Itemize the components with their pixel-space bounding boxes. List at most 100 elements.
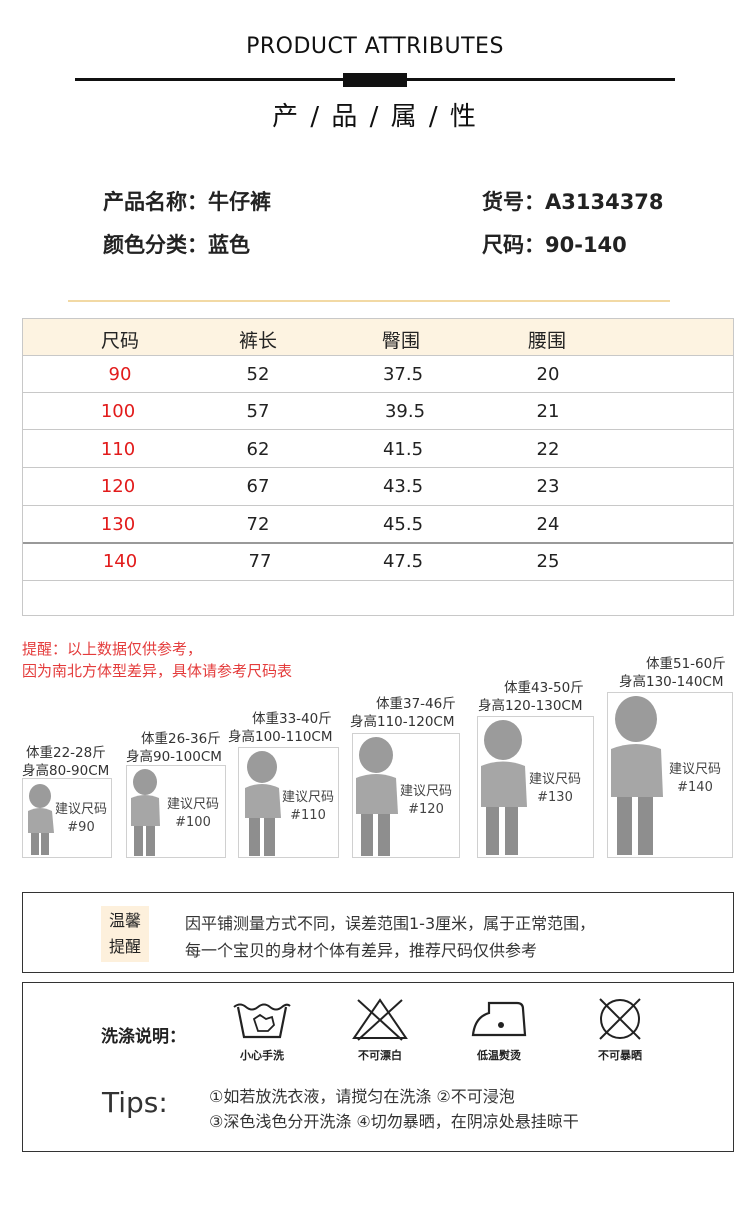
header-waist: 腰围	[527, 330, 566, 352]
size-table: 尺码 裤长 臀围 腰围 90 52 37.5 20 100 57 39.5 21…	[22, 318, 734, 616]
cell-hip: 45.5	[382, 514, 424, 535]
cell-waist: 24	[536, 514, 560, 535]
hand-wash-label: 小心手洗	[240, 1049, 284, 1062]
row-divider	[23, 505, 733, 506]
row-divider	[23, 542, 733, 544]
kid-rec-size: #130	[537, 790, 573, 805]
kid-rec-size: #90	[67, 820, 95, 835]
kid-silhouette-icon	[245, 751, 281, 856]
reminder-line-2: 因为南北方体型差异，具体请参考尺码表	[22, 662, 293, 680]
kid-weight: 体重33-40斤	[252, 711, 332, 727]
kid-size-box: 建议尺码 #120	[352, 733, 460, 858]
cell-hip: 39.5	[384, 401, 426, 422]
kid-rec-label: 建议尺码	[399, 784, 452, 799]
kid-silhouette-icon	[481, 720, 527, 855]
cell-waist: 23	[536, 476, 560, 497]
attr-size: 尺码：90-140	[482, 233, 627, 257]
kid-rec-size: #140	[677, 780, 713, 795]
cell-waist: 22	[536, 439, 560, 460]
kid-size-box: 建议尺码 #140	[607, 692, 733, 858]
tips-label: Tips:	[102, 1086, 168, 1119]
warm-tip-tag: 温馨 提醒	[101, 906, 149, 962]
cell-length: 67	[246, 476, 270, 497]
cell-size: 130	[100, 514, 136, 535]
cell-size: 100	[100, 401, 136, 422]
cell-waist: 21	[536, 401, 560, 422]
cell-length: 57	[246, 401, 270, 422]
no-bleach-label: 不可漂白	[358, 1049, 402, 1062]
attr-color: 颜色分类：蓝色	[103, 233, 250, 257]
cell-size: 120	[100, 476, 136, 497]
kid-silhouette-icon	[28, 784, 54, 855]
kid-rec-label: 建议尺码	[54, 802, 107, 817]
title-english: PRODUCT ATTRIBUTES	[246, 34, 504, 59]
no-sun-dry-label: 不可暴晒	[598, 1049, 642, 1062]
cell-hip: 37.5	[382, 364, 424, 385]
cell-size: 90	[108, 364, 132, 385]
row-divider	[23, 467, 733, 468]
kid-height: 身高120-130CM	[478, 698, 583, 714]
warm-tip-box: 温馨 提醒 因平铺测量方式不同，误差范围1-3厘米，属于正常范围， 每一个宝贝的…	[22, 892, 734, 973]
low-iron-label: 低温熨烫	[477, 1049, 521, 1062]
row-divider	[23, 392, 733, 393]
cell-length: 52	[246, 364, 270, 385]
cell-waist: 20	[536, 364, 560, 385]
low-iron-icon	[471, 1001, 527, 1037]
kid-height: 身高130-140CM	[619, 674, 724, 690]
no-sun-dry-icon	[599, 998, 641, 1040]
cell-waist: 25	[536, 551, 560, 572]
header-size: 尺码	[100, 330, 139, 352]
cell-length: 77	[248, 551, 272, 572]
kid-weight: 体重37-46斤	[376, 696, 456, 712]
kid-weight: 体重22-28斤	[26, 745, 106, 761]
reminder-line-1: 提醒：以上数据仅供参考，	[22, 640, 203, 658]
hand-wash-icon	[233, 1003, 291, 1039]
title-chinese: 产 / 品 / 属 / 性	[272, 102, 478, 132]
wash-label: 洗涤说明：	[101, 1027, 186, 1047]
kid-height: 身高90-100CM	[126, 749, 222, 765]
warm-tip-text-2: 每一个宝贝的身材个体有差异，推荐尺码仅供参考	[185, 941, 538, 960]
attr-sku: 货号：A3134378	[482, 190, 664, 214]
cell-hip: 47.5	[382, 551, 424, 572]
cell-length: 72	[246, 514, 270, 535]
kid-rec-label: 建议尺码	[528, 772, 581, 787]
attr-product-name: 产品名称：牛仔裤	[103, 190, 271, 214]
kid-size-box: 建议尺码 #130	[477, 716, 594, 858]
header-length: 裤长	[238, 330, 277, 352]
table-header	[23, 319, 733, 355]
tips-line-2: ③深色浅色分开洗涤 ④切勿暴晒，在阴凉处悬挂晾干	[209, 1112, 579, 1131]
warm-tip-text-1: 因平铺测量方式不同，误差范围1-3厘米，属于正常范围，	[185, 914, 596, 933]
header-hip: 臀围	[381, 330, 420, 352]
warm-tip-tag-line-1: 温馨	[108, 911, 141, 930]
kid-weight: 体重43-50斤	[504, 680, 584, 696]
cell-size: 110	[100, 439, 136, 460]
kid-height: 身高110-120CM	[350, 714, 455, 730]
cell-hip: 41.5	[382, 439, 424, 460]
kid-rec-label: 建议尺码	[166, 797, 219, 812]
cell-length: 62	[246, 439, 270, 460]
kid-size-box: 建议尺码 #100	[126, 765, 226, 858]
kid-rec-size: #100	[175, 815, 211, 830]
row-divider	[23, 355, 733, 356]
kid-size-box: 建议尺码 #90	[22, 778, 112, 858]
kid-height: 身高100-110CM	[228, 729, 333, 745]
kid-silhouette-icon	[131, 769, 160, 856]
kid-silhouette-icon	[611, 696, 663, 855]
kid-weight: 体重51-60斤	[646, 656, 726, 672]
row-divider	[23, 429, 733, 430]
kid-height: 身高80-90CM	[22, 763, 110, 779]
warm-tip-tag-line-2: 提醒	[108, 937, 141, 956]
no-bleach-icon	[352, 998, 408, 1041]
cell-hip: 43.5	[382, 476, 424, 497]
kid-rec-size: #120	[408, 802, 444, 817]
kid-rec-size: #110	[290, 808, 326, 823]
kid-rec-label: 建议尺码	[668, 762, 721, 777]
row-divider	[23, 580, 733, 581]
kid-silhouette-icon	[356, 737, 398, 856]
section-divider	[68, 300, 670, 302]
tips-line-1: ①如若放洗衣液，请搅匀在洗涤 ②不可浸泡	[209, 1087, 515, 1106]
kid-weight: 体重26-36斤	[141, 731, 221, 747]
kid-rec-label: 建议尺码	[281, 790, 334, 805]
cell-size: 140	[102, 551, 138, 572]
wash-box: 洗涤说明： 小心手洗 不可漂白 低温熨烫 不可暴晒 Tips: ①如若放洗衣液，…	[22, 982, 734, 1152]
